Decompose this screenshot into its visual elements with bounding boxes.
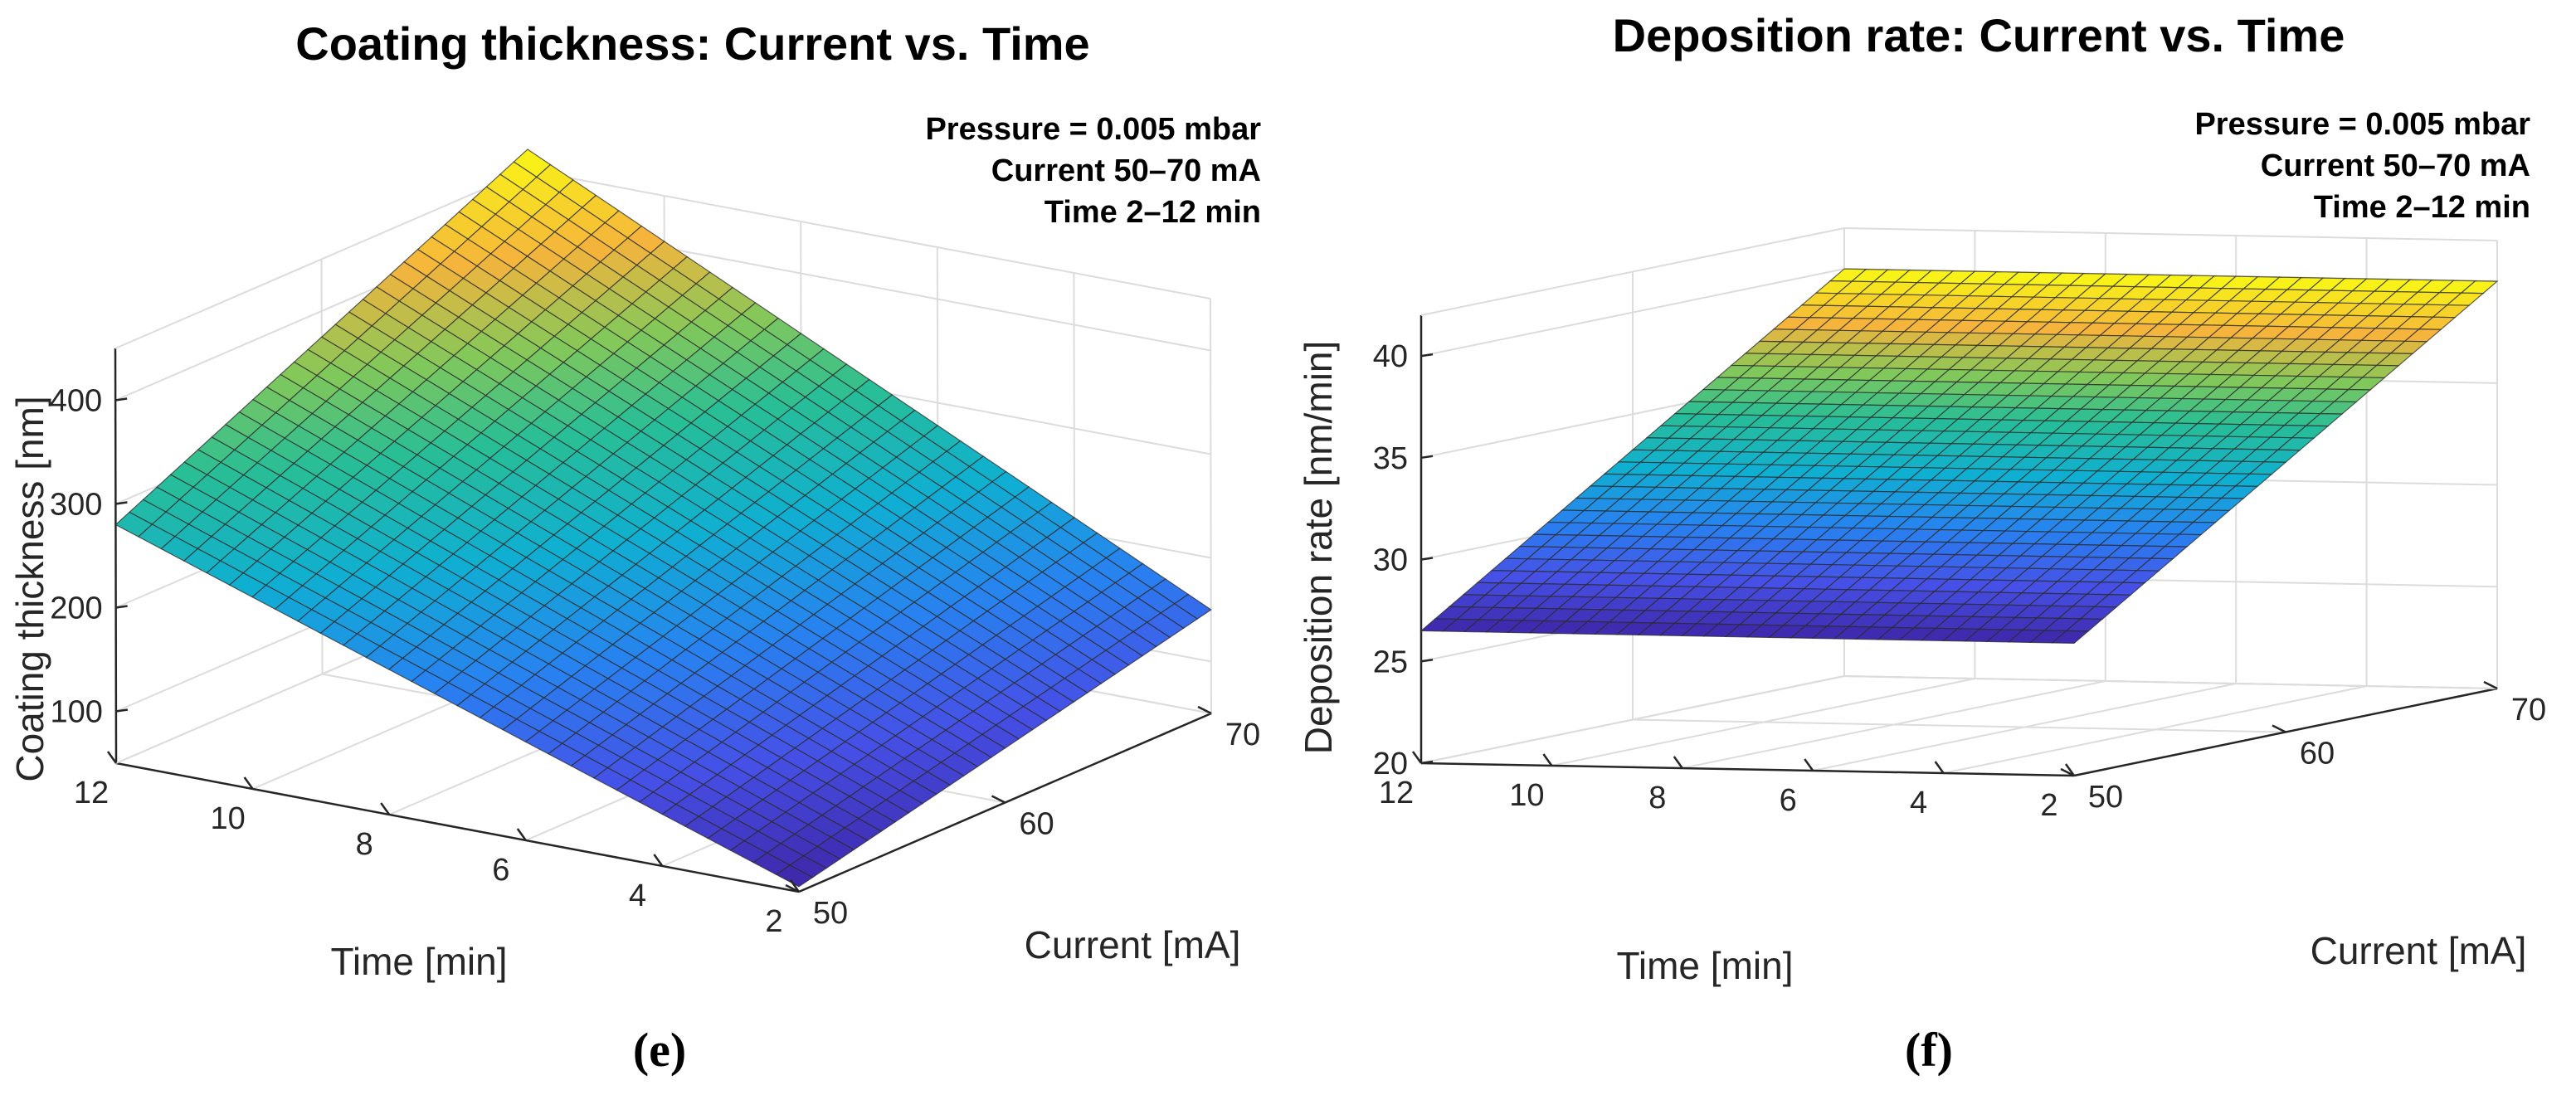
y-axis-label: Time [min] <box>331 940 508 983</box>
annotation-pressure: Pressure = 0.005 mbar <box>925 112 1261 147</box>
y-tick-label: 2 <box>765 904 782 939</box>
z-tick-label: 100 <box>50 695 102 730</box>
z-tick-label: 40 <box>1373 339 1408 374</box>
chart-coating-thickness: Coating thickness: Current vs. Time Pres… <box>8 17 1261 1077</box>
z-axis-label: Coating thickness [nm] <box>8 396 51 781</box>
annotation-time-range: Time 2–12 min <box>2314 190 2530 225</box>
x-tick-label: 60 <box>2300 737 2335 771</box>
y-ticks: 2 4 6 8 10 12 <box>74 751 801 939</box>
surface-cell <box>775 864 814 888</box>
y-axis-label: Time [min] <box>1617 944 1794 987</box>
x-tick-label: 60 <box>1019 807 1054 842</box>
z-tick-label: 25 <box>1373 645 1408 679</box>
y-tick-label: 12 <box>1379 776 1414 810</box>
chart-title: Coating thickness: Current vs. Time <box>295 17 1089 70</box>
y-tick-label: 6 <box>1780 783 1797 818</box>
panel-label: (e) <box>633 1023 686 1077</box>
z-axis-label: Deposition rate [nm/min] <box>1297 341 1340 755</box>
surface-plot <box>114 148 1212 888</box>
x-ticks: 50 60 70 <box>2060 680 2546 815</box>
y-tick-label: 12 <box>74 776 109 810</box>
z-tick-label: 35 <box>1373 441 1408 476</box>
surface-cell <box>2051 630 2090 645</box>
y-tick-label: 2 <box>2040 788 2057 823</box>
x-axis-label: Current [mA] <box>2311 929 2527 972</box>
y-ticks: 2 4 6 8 10 12 <box>1379 751 2076 823</box>
x-tick-label: 50 <box>2088 780 2123 815</box>
x-ticks: 50 60 70 <box>785 705 1260 931</box>
y-tick-label: 8 <box>356 827 373 862</box>
chart-title: Deposition rate: Current vs. Time <box>1613 9 2345 61</box>
y-tick-label: 6 <box>492 853 509 888</box>
z-ticks: 20 25 30 35 40 <box>1373 339 1434 781</box>
z-tick-label: 300 <box>50 488 102 523</box>
z-tick-label: 400 <box>50 384 102 419</box>
annotation-current-range: Current 50–70 mA <box>991 153 1261 188</box>
y-tick-label: 10 <box>1509 778 1544 813</box>
annotation-time-range: Time 2–12 min <box>1045 195 1261 230</box>
z-tick-label: 200 <box>50 591 102 626</box>
x-tick-label: 70 <box>2511 693 2546 728</box>
x-axis-label: Current [mA] <box>1025 923 1241 966</box>
y-tick-label: 10 <box>210 801 245 836</box>
x-tick-label: 70 <box>1225 718 1260 752</box>
y-tick-label: 4 <box>1910 786 1927 820</box>
panel-label: (f) <box>1905 1023 1953 1077</box>
annotation-current-range: Current 50–70 mA <box>2261 148 2530 183</box>
x-tick-label: 50 <box>813 896 848 931</box>
z-tick-label: 20 <box>1373 747 1408 781</box>
y-tick-label: 8 <box>1648 781 1666 815</box>
surface-plot <box>1419 268 2499 645</box>
z-ticks: 100 200 300 400 <box>50 384 129 730</box>
y-tick-label: 4 <box>629 878 646 913</box>
chart-deposition-rate: Deposition rate: Current vs. Time Pressu… <box>1297 9 2546 1077</box>
annotation-pressure: Pressure = 0.005 mbar <box>2194 107 2530 142</box>
z-tick-label: 30 <box>1373 543 1408 578</box>
